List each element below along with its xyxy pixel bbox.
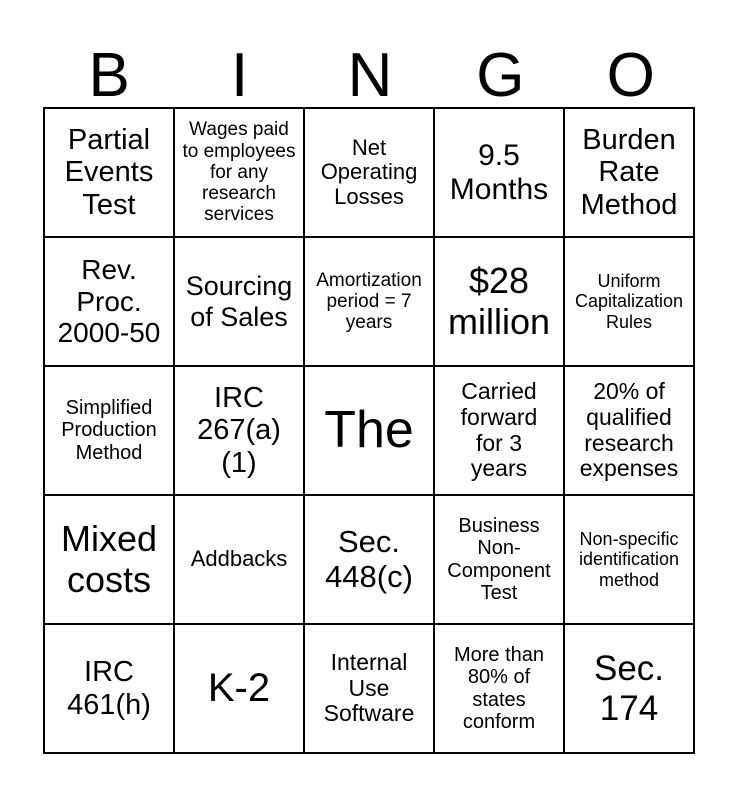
bingo-cell-r4c5[interactable]: Non-specific identification method: [564, 495, 694, 624]
bingo-cell-r1c1[interactable]: Partial Events Test: [44, 108, 174, 237]
bingo-letter-o: O: [606, 41, 655, 110]
bingo-cell-r3c5[interactable]: 20% of qualified research expenses: [564, 366, 694, 495]
bingo-cell-r4c1[interactable]: Mixed costs: [44, 495, 174, 624]
bingo-card-grid: Partial Events Test Wages paid to employ…: [43, 107, 695, 754]
bingo-cell-r3c1[interactable]: Simplified Production Method: [44, 366, 174, 495]
bingo-cell-r5c3[interactable]: Internal Use Software: [304, 624, 434, 753]
bingo-title: B I N G O: [44, 0, 696, 107]
bingo-cell-r3c2[interactable]: IRC 267(a) (1): [174, 366, 304, 495]
bingo-cell-r5c2[interactable]: K-2: [174, 624, 304, 753]
bingo-letter-b: B: [88, 41, 130, 110]
bingo-cell-r5c5[interactable]: Sec. 174: [564, 624, 694, 753]
bingo-cell-r1c4[interactable]: 9.5 Months: [434, 108, 564, 237]
bingo-cell-r3c4[interactable]: Carried forward for 3 years: [434, 366, 564, 495]
bingo-cell-r5c1[interactable]: IRC 461(h): [44, 624, 174, 753]
bingo-cell-r4c4[interactable]: Business Non- Component Test: [434, 495, 564, 624]
bingo-cell-r3c3[interactable]: The: [304, 366, 434, 495]
bingo-cell-r2c4[interactable]: $28 million: [434, 237, 564, 366]
bingo-letter-n: N: [347, 41, 393, 110]
bingo-cell-r2c3[interactable]: Amortization period = 7 years: [304, 237, 434, 366]
bingo-cell-r2c5[interactable]: Uniform Capitalization Rules: [564, 237, 694, 366]
bingo-cell-r1c5[interactable]: Burden Rate Method: [564, 108, 694, 237]
bingo-cell-r5c4[interactable]: More than 80% of states conform: [434, 624, 564, 753]
bingo-cell-r1c2[interactable]: Wages paid to employees for any research…: [174, 108, 304, 237]
bingo-cell-r2c1[interactable]: Rev. Proc. 2000-50: [44, 237, 174, 366]
bingo-letter-i: I: [230, 41, 249, 110]
bingo-letter-g: G: [476, 41, 525, 110]
bingo-cell-r1c3[interactable]: Net Operating Losses: [304, 108, 434, 237]
bingo-cell-r2c2[interactable]: Sourcing of Sales: [174, 237, 304, 366]
bingo-cell-r4c2[interactable]: Addbacks: [174, 495, 304, 624]
bingo-cell-r4c3[interactable]: Sec. 448(c): [304, 495, 434, 624]
